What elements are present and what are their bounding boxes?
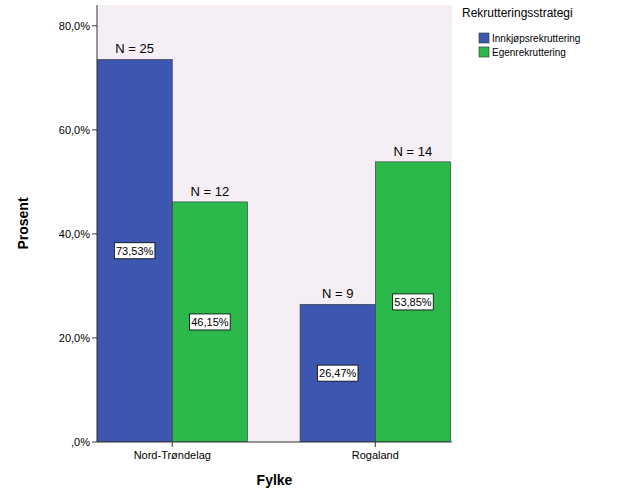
data-label-box [393,294,434,310]
bar [300,304,375,442]
bar [172,202,247,442]
x-tick [172,442,173,447]
x-tick [375,442,376,447]
x-tick-label: Nord-Trøndelag [134,449,211,461]
legend-swatch [479,47,489,57]
n-label: N = 25 [115,41,154,56]
x-tick-label: Rogaland [352,449,399,461]
data-label-box [114,243,155,259]
x-axis-line [97,442,452,443]
y-tick-label: ,0% [71,436,90,448]
data-label: 26,47% [319,367,357,379]
legend-label: Egenrekruttering [492,47,566,58]
y-tick [92,337,97,338]
n-label: N = 12 [191,184,230,199]
legend-title: Rekrutteringsstrategi [462,6,573,20]
labels: 73,53% N = 25 26,47% N = 9 46,15% N = 12 53,85… [114,41,433,381]
legend-swatch [479,33,489,43]
y-tick-label: 80,0% [59,20,90,32]
n-label: N = 14 [394,144,433,159]
n-label: N = 9 [322,286,353,301]
y-tick-label: 60,0% [59,124,90,136]
plot-background [97,5,452,442]
y-tick [92,442,97,443]
data-label: 53,85% [394,296,432,308]
x-axis-title: Fylke [257,472,293,488]
chart-root: 73,53% N = 25 26,47% N = 9 46,15% N = 12 53,85… [0,0,626,501]
x-ticks: Nord-Trøndelag Rogaland [134,442,399,461]
y-axis-title: Prosent [15,197,31,249]
data-label: 46,15% [191,316,229,328]
y-tick [92,233,97,234]
y-tick [92,25,97,26]
bar [97,59,172,442]
bar [375,162,450,442]
y-tick-label: 40,0% [59,228,90,240]
chart-svg: 73,53% N = 25 26,47% N = 9 46,15% N = 12 53,85… [0,0,626,501]
y-tick-label: 20,0% [59,332,90,344]
y-axis-line [97,5,98,442]
y-ticks: ,0% 20,0% 40,0% 60,0% 80,0% [59,20,97,448]
legend-label: Innkjøpsrekruttering [492,33,580,44]
legend: Rekrutteringsstrategi Innkjøpsrekrutterin… [462,6,580,58]
y-tick [92,129,97,130]
data-label-box [317,365,358,381]
bars [97,59,451,442]
data-label: 73,53% [116,245,154,257]
data-label-box [190,314,231,330]
